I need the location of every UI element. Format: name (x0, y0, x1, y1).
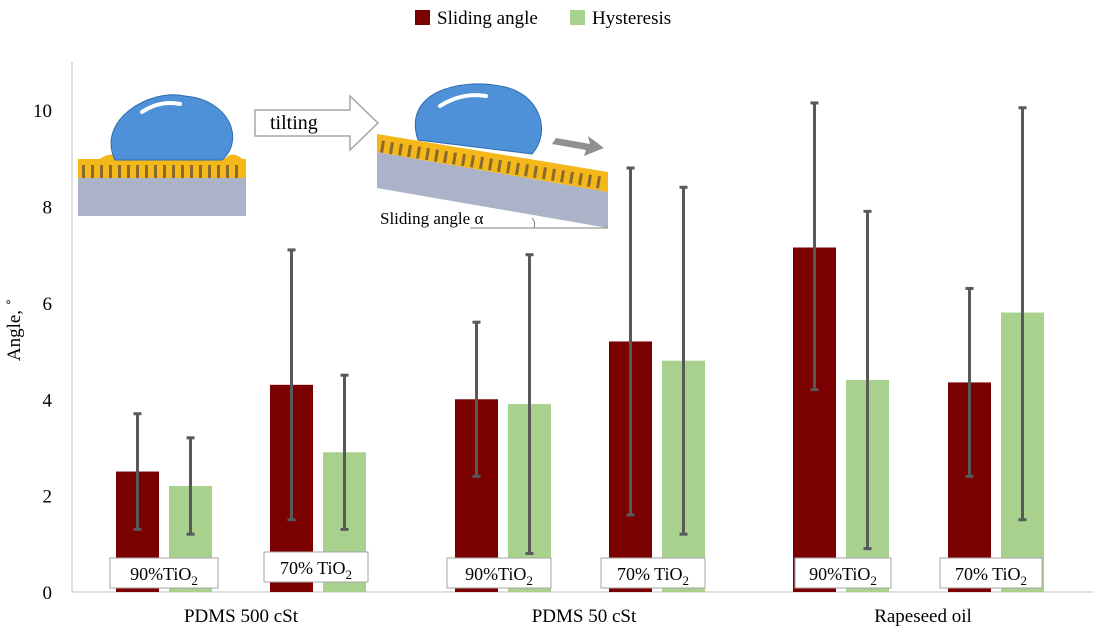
surface-ridge (461, 153, 466, 167)
error-bars (133, 101, 1027, 555)
surface-ridge (515, 162, 520, 176)
surface-ridge (398, 143, 403, 156)
legend: Sliding angle Hysteresis (415, 8, 671, 29)
surface-ridge (136, 165, 139, 178)
legend-swatch-sliding-angle (415, 10, 430, 25)
surface-ridge (154, 165, 157, 178)
surface-ridge (91, 165, 94, 178)
group-label: Rapeseed oil (874, 606, 972, 627)
legend-label-hysteresis: Hysteresis (592, 8, 671, 29)
surface-ridge (578, 173, 583, 186)
surface-ridge (100, 165, 103, 178)
tilted-coating (377, 134, 608, 192)
tilting-arrow-text: tilting (270, 112, 318, 134)
group-labels: PDMS 500 cSt PDMS 50 cSt Rapeseed oil (184, 606, 972, 627)
y-tick-label: 8 (43, 198, 53, 219)
tilting-arrow-shape (254, 94, 380, 152)
surface-ridge (425, 147, 430, 161)
surface-ridge (452, 152, 457, 165)
subgroup-label-box (446, 557, 552, 589)
subgroup-label-box (600, 557, 706, 589)
flat-substrate (78, 178, 246, 216)
y-tick-label: 0 (43, 583, 53, 604)
group-label: PDMS 50 cSt (532, 606, 637, 627)
surface-ridge (479, 156, 484, 170)
surface-ridge (470, 155, 475, 168)
surface-ridge (163, 165, 166, 178)
y-ticks: 0 2 4 6 8 10 (33, 101, 53, 604)
subgroup-label-text: 70% TiO2 (955, 564, 1027, 588)
inset-tilted-surface: Sliding angle α (377, 83, 608, 229)
surface-ridge (82, 165, 85, 178)
surface-ridge (596, 176, 601, 189)
surface-ridge (181, 165, 184, 178)
subgroup-label-box (939, 557, 1043, 589)
y-tick-label: 10 (33, 101, 52, 122)
subgroup-label-text: 90%TiO2 (465, 564, 533, 588)
surface-ridge (488, 158, 493, 171)
surface-ridge (172, 165, 175, 178)
surface-ridge (506, 161, 511, 174)
tilted-surface-ridges (380, 140, 601, 189)
surface-ridge (389, 141, 394, 155)
surface-ridge (127, 165, 130, 178)
flat-droplet-highlight (140, 101, 182, 114)
subgroup-label-text: 90%TiO2 (809, 564, 877, 588)
subgroup-label-text: 90%TiO2 (130, 564, 198, 588)
y-axis-label: Angle, ˚ (4, 299, 25, 361)
surface-ridge (416, 146, 421, 159)
y-tick-label: 2 (43, 487, 53, 508)
legend-swatch-hysteresis (570, 10, 585, 25)
surface-ridge (560, 170, 565, 183)
y-tick-label: 6 (43, 294, 53, 315)
surface-ridge (190, 165, 193, 178)
bars (116, 247, 1044, 592)
surface-ridge (569, 171, 574, 184)
surface-ridge (542, 167, 547, 180)
sliding-angle-caption: Sliding angle α (380, 209, 483, 228)
surface-ridge (443, 150, 448, 164)
surface-ridge (533, 165, 538, 178)
y-tick-label: 4 (43, 390, 53, 411)
surface-ridge (199, 165, 202, 178)
surface-ridge (497, 159, 502, 173)
subgroup-label-text: 70% TiO2 (280, 558, 352, 582)
angle-arc (531, 217, 536, 229)
tilting-arrow: tilting (254, 94, 380, 152)
subgroup-labels: 90%TiO2 70% TiO2 90%TiO2 70% TiO2 90%TiO2 70%… (109, 551, 1043, 589)
surface-ridge (226, 165, 229, 178)
subgroup-label-box (109, 557, 219, 589)
surface-ridge (380, 140, 385, 153)
tilted-substrate (377, 152, 608, 228)
surface-ridge (407, 144, 412, 158)
surface-ridge (551, 168, 556, 181)
surface-ridge (587, 174, 592, 187)
surface-ridge (145, 165, 148, 178)
inset-flat-surface (78, 94, 246, 216)
surface-ridge (217, 165, 220, 178)
subgroup-label-text: 70% TiO2 (617, 564, 689, 588)
surface-ridge (524, 164, 529, 177)
group-label: PDMS 500 cSt (184, 606, 299, 627)
legend-label-sliding-angle: Sliding angle (437, 8, 538, 29)
flat-coating (78, 159, 246, 178)
surface-ridge (118, 165, 121, 178)
surface-ridge (208, 165, 211, 178)
tilted-droplet-highlight (438, 93, 488, 108)
subgroup-label-box (263, 551, 369, 583)
surface-ridge (109, 165, 112, 178)
sliding-direction-arrow (552, 136, 604, 156)
subgroup-label-box (794, 557, 892, 589)
surface-ridge (235, 165, 238, 178)
surface-ridge (434, 149, 439, 162)
flat-surface-ridges (82, 165, 238, 178)
